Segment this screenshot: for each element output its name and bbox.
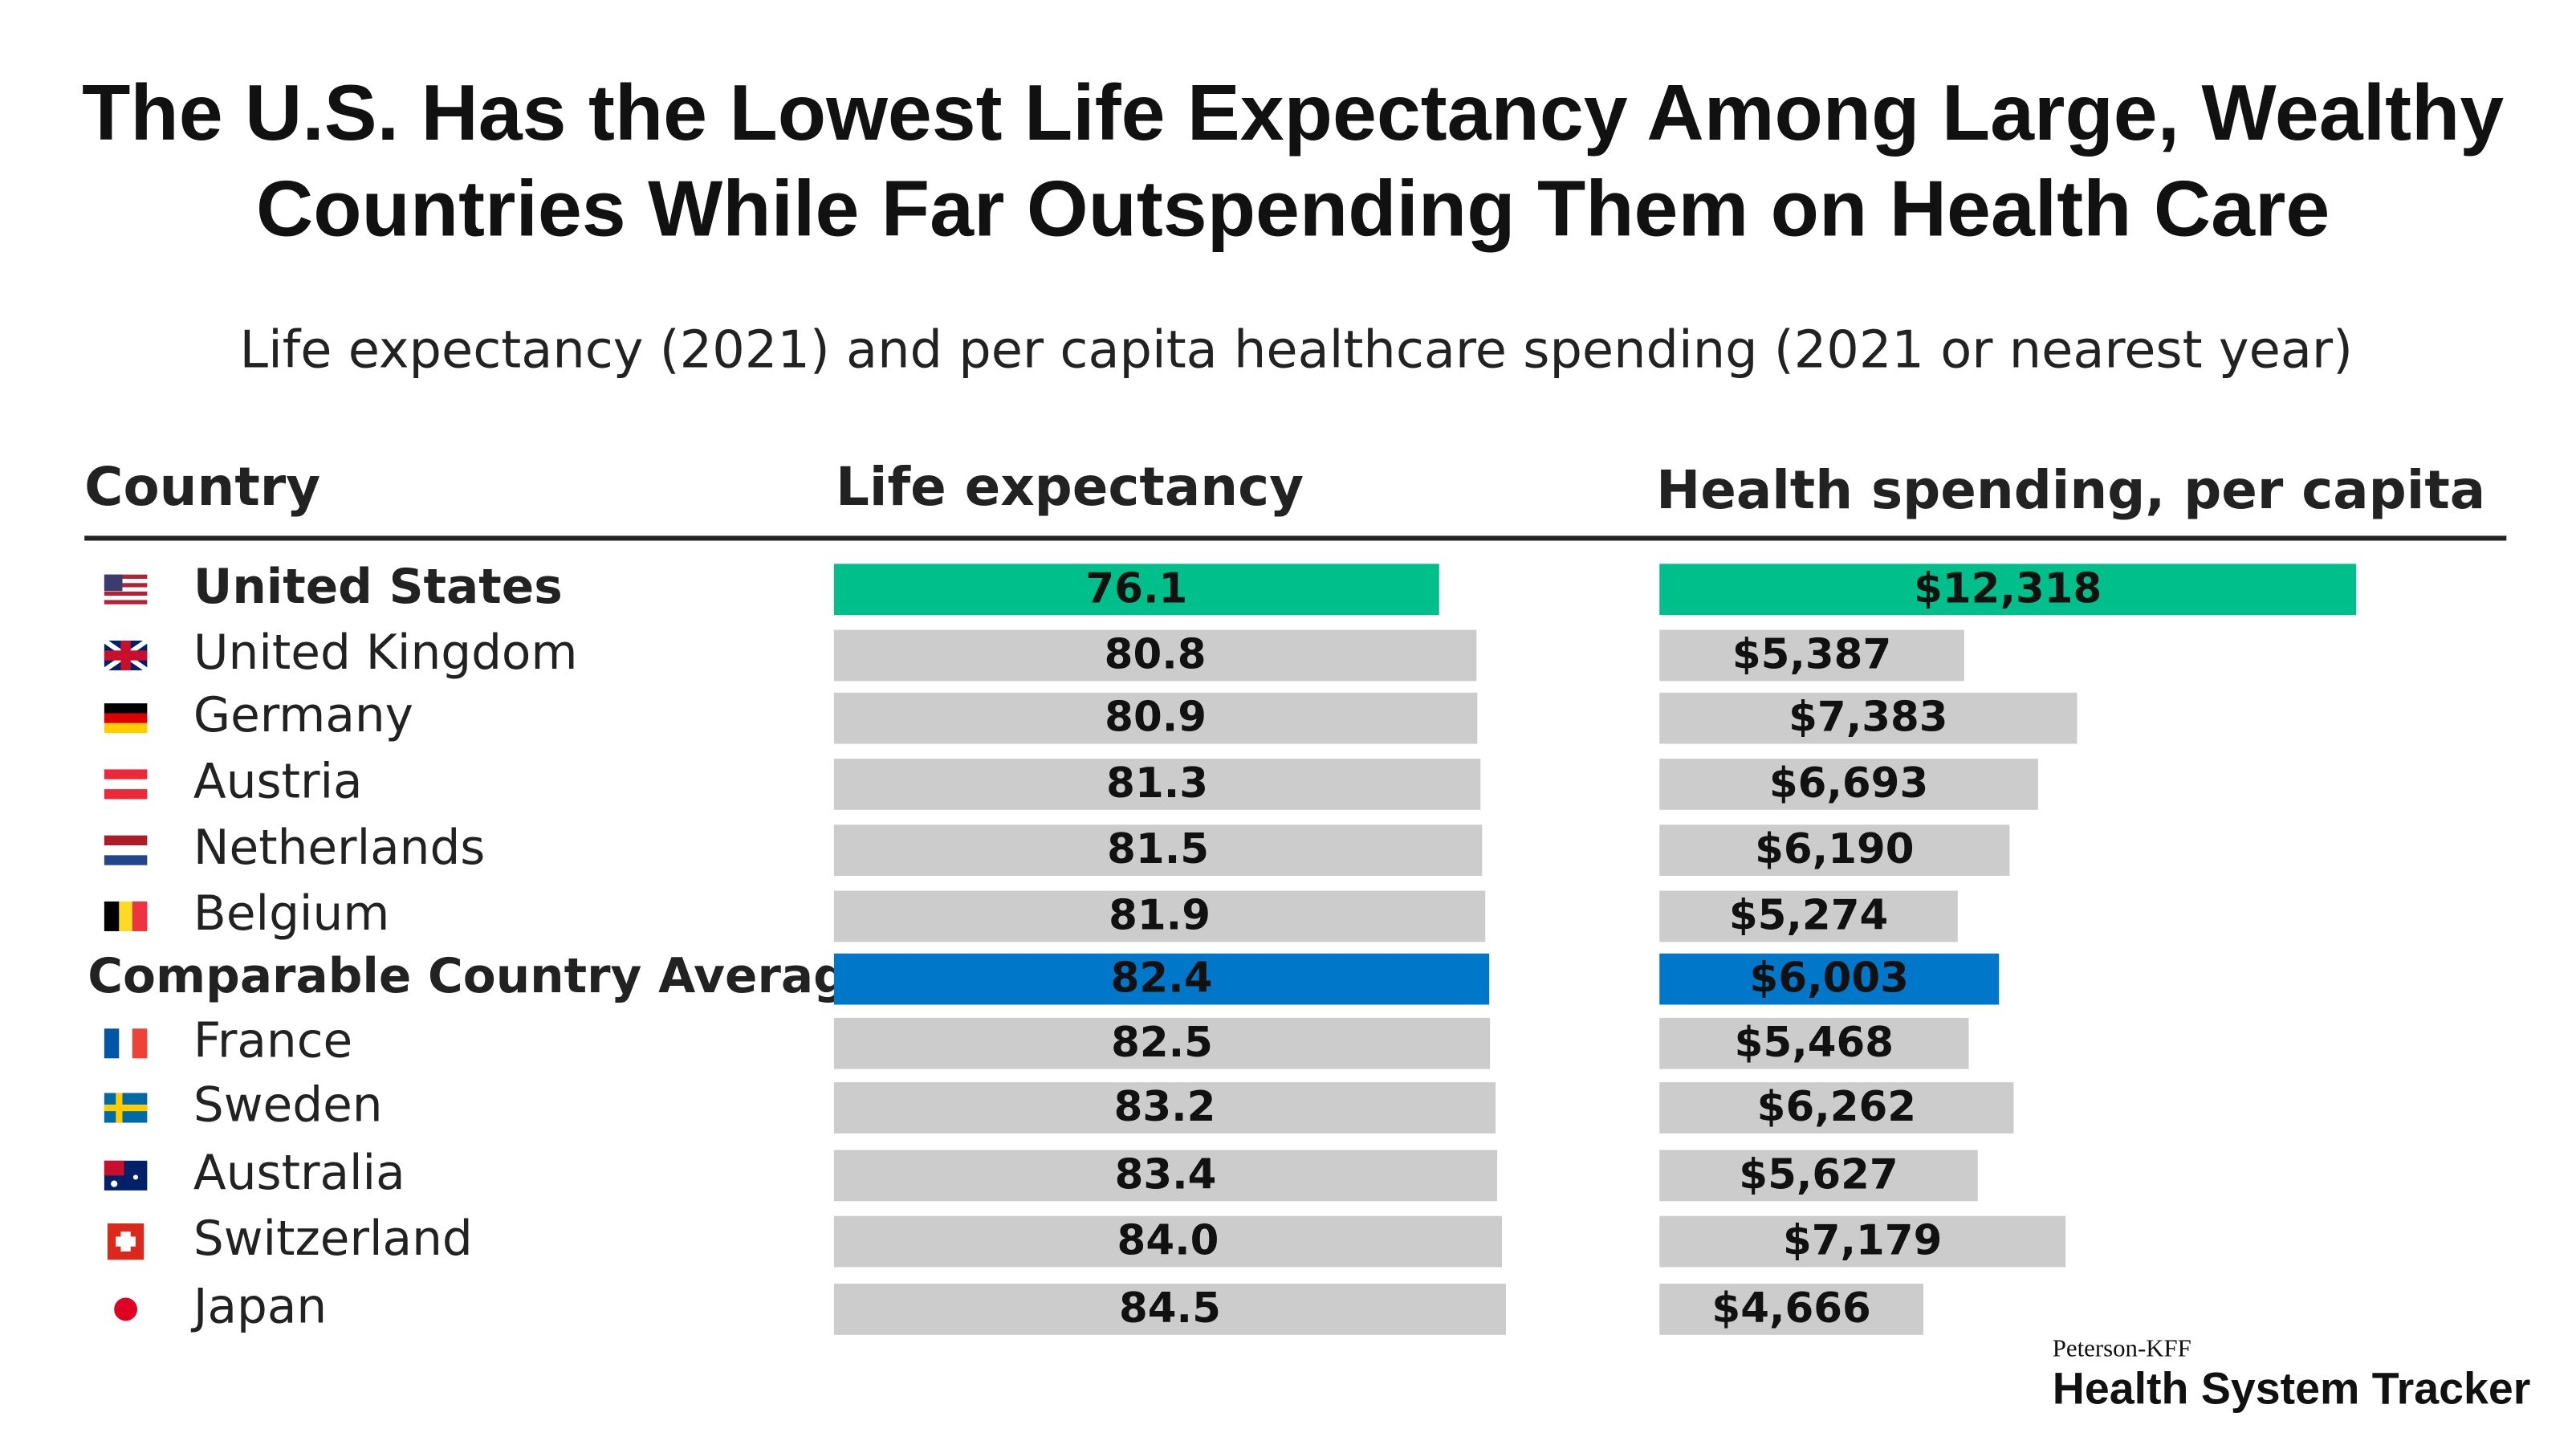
category-label: Switzerland — [193, 1211, 473, 1267]
flag — [104, 855, 148, 865]
value-label: 83.2 — [1114, 1083, 1216, 1131]
value-label: 81.5 — [1107, 825, 1209, 873]
value-label: $6,003 — [1750, 955, 1909, 1003]
value-label: $5,387 — [1732, 631, 1891, 679]
flag — [104, 596, 148, 600]
flag — [104, 835, 148, 846]
bar — [1659, 759, 2038, 810]
value-label: 81.9 — [1109, 892, 1211, 940]
bar — [1659, 1082, 2014, 1134]
category-label: Japan — [190, 1280, 327, 1335]
flag — [104, 1028, 120, 1059]
chart-subtitle: Life expectancy (2021) and per capita he… — [240, 321, 2353, 381]
value-label: 81.3 — [1106, 759, 1208, 808]
chart-title: The U.S. Has the Lowest Life Expectancy … — [82, 68, 2504, 157]
flag — [104, 901, 120, 931]
flag — [104, 583, 148, 588]
category-label: Comparable Country Average — [87, 949, 880, 1004]
bar — [1659, 564, 2357, 616]
flag — [104, 591, 148, 596]
category-label: Belgium — [193, 886, 389, 942]
value-label: $6,190 — [1755, 825, 1914, 873]
value-label: $6,262 — [1757, 1083, 1916, 1131]
value-label: $5,627 — [1739, 1150, 1898, 1199]
category-label: Sweden — [193, 1078, 383, 1134]
flag — [104, 600, 148, 604]
value-label: $5,468 — [1735, 1019, 1894, 1067]
bar — [833, 1082, 1496, 1134]
flag — [104, 574, 148, 580]
flag — [119, 1028, 132, 1059]
bar — [1659, 1215, 2066, 1268]
column-header: Health spending, per capita — [1656, 459, 2485, 521]
value-label: 84.5 — [1119, 1284, 1221, 1333]
flag — [104, 650, 148, 661]
bar — [833, 1150, 1498, 1202]
bar — [833, 629, 1477, 682]
flag — [104, 703, 148, 714]
bar — [1659, 1150, 1978, 1202]
value-label: $4,666 — [1711, 1284, 1870, 1333]
flag — [104, 779, 148, 790]
flag — [119, 901, 132, 931]
value-label: 84.0 — [1117, 1217, 1219, 1265]
value-label: $5,274 — [1729, 892, 1888, 940]
value-label: $6,693 — [1769, 759, 1928, 808]
flag — [104, 713, 148, 723]
chart-title: Countries While Far Outspending Them on … — [256, 164, 2330, 252]
category-label: France — [193, 1013, 352, 1068]
flag — [104, 579, 148, 584]
flag — [111, 1180, 118, 1187]
flag — [104, 722, 148, 734]
flag — [104, 845, 148, 856]
flag — [104, 1160, 124, 1176]
flag — [104, 789, 148, 800]
category-label: Germany — [193, 688, 413, 743]
bar — [1659, 890, 1958, 942]
column-header: Life expectancy — [836, 456, 1304, 518]
source-brand: Peterson-KFF — [2053, 1334, 2191, 1362]
bar — [1659, 1284, 1924, 1335]
flag — [104, 574, 123, 592]
category-label: Netherlands — [193, 820, 485, 876]
flag — [132, 1174, 139, 1180]
category-label: Australia — [193, 1146, 405, 1201]
bar — [833, 824, 1483, 877]
source-name: Health System Tracker — [2053, 1363, 2531, 1413]
value-label: 80.9 — [1105, 694, 1207, 742]
bar — [833, 1284, 1506, 1335]
value-label: 83.4 — [1115, 1150, 1217, 1199]
bar — [1659, 1017, 1969, 1069]
value-label: 76.1 — [1085, 564, 1187, 613]
bar — [1659, 692, 2077, 744]
flag — [104, 1104, 148, 1112]
value-label: 82.5 — [1111, 1019, 1213, 1067]
flag — [132, 901, 148, 931]
bar — [833, 1017, 1491, 1069]
bar — [1659, 824, 2010, 877]
value-label: $12,318 — [1914, 564, 2102, 613]
category-label: United States — [193, 560, 563, 615]
column-header: Country — [84, 456, 320, 518]
flag — [104, 587, 148, 592]
bar — [833, 953, 1490, 1005]
flag — [104, 769, 148, 779]
value-label: $7,383 — [1789, 694, 1947, 742]
flag — [132, 1028, 148, 1059]
category-label: United Kingdom — [193, 625, 578, 681]
value-label: $7,179 — [1783, 1217, 1942, 1265]
bar — [833, 692, 1478, 744]
bar — [1659, 953, 2000, 1005]
bar — [833, 759, 1481, 810]
flag — [114, 1297, 137, 1321]
bar — [1659, 629, 1964, 682]
value-label: 82.4 — [1111, 955, 1213, 1003]
flag — [116, 1236, 136, 1247]
bar — [833, 1215, 1503, 1268]
category-label: Austria — [193, 755, 363, 810]
value-label: 80.8 — [1105, 631, 1207, 679]
bar — [833, 890, 1486, 942]
bar — [833, 564, 1439, 616]
